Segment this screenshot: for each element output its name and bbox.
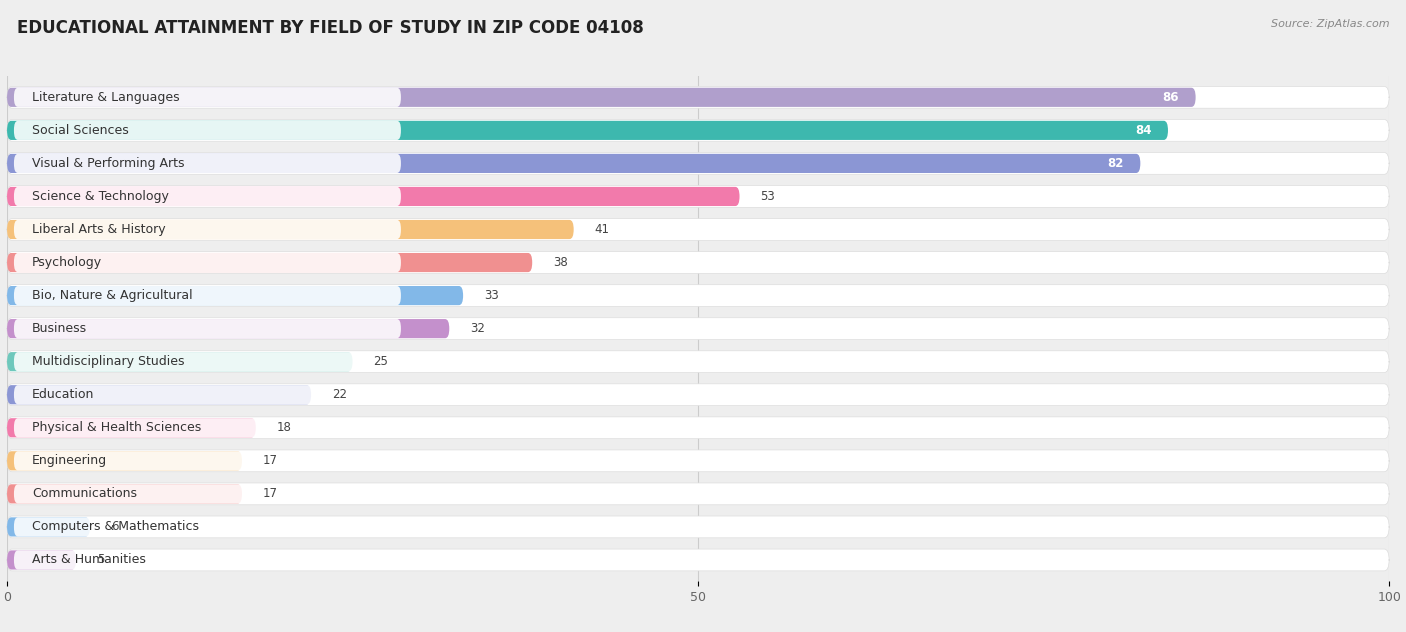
FancyBboxPatch shape	[7, 385, 311, 404]
FancyBboxPatch shape	[7, 518, 90, 537]
Text: Physical & Health Sciences: Physical & Health Sciences	[32, 422, 201, 434]
Text: 25: 25	[373, 355, 388, 368]
Text: 41: 41	[595, 223, 609, 236]
FancyBboxPatch shape	[7, 121, 1168, 140]
Text: Literature & Languages: Literature & Languages	[32, 91, 180, 104]
FancyBboxPatch shape	[7, 186, 1389, 207]
FancyBboxPatch shape	[7, 253, 533, 272]
FancyBboxPatch shape	[7, 484, 242, 504]
FancyBboxPatch shape	[14, 319, 401, 338]
FancyBboxPatch shape	[7, 351, 1389, 373]
FancyBboxPatch shape	[14, 286, 401, 305]
Text: 17: 17	[263, 487, 278, 501]
FancyBboxPatch shape	[14, 253, 401, 272]
FancyBboxPatch shape	[14, 385, 401, 404]
FancyBboxPatch shape	[7, 119, 1389, 142]
FancyBboxPatch shape	[7, 516, 1389, 538]
Text: 84: 84	[1135, 124, 1152, 137]
FancyBboxPatch shape	[14, 121, 401, 140]
Text: 6: 6	[111, 520, 118, 533]
Text: Social Sciences: Social Sciences	[32, 124, 129, 137]
Text: Communications: Communications	[32, 487, 136, 501]
Text: 82: 82	[1108, 157, 1123, 170]
FancyBboxPatch shape	[7, 152, 1389, 174]
FancyBboxPatch shape	[14, 518, 401, 537]
FancyBboxPatch shape	[7, 219, 1389, 240]
FancyBboxPatch shape	[7, 483, 1389, 505]
Text: Business: Business	[32, 322, 87, 335]
FancyBboxPatch shape	[7, 549, 1389, 571]
FancyBboxPatch shape	[7, 319, 450, 338]
Text: Liberal Arts & History: Liberal Arts & History	[32, 223, 166, 236]
Text: EDUCATIONAL ATTAINMENT BY FIELD OF STUDY IN ZIP CODE 04108: EDUCATIONAL ATTAINMENT BY FIELD OF STUDY…	[17, 19, 644, 37]
Text: Engineering: Engineering	[32, 454, 107, 467]
Text: 5: 5	[97, 554, 104, 566]
FancyBboxPatch shape	[7, 451, 242, 470]
FancyBboxPatch shape	[7, 384, 1389, 406]
Text: Arts & Humanities: Arts & Humanities	[32, 554, 146, 566]
FancyBboxPatch shape	[14, 484, 401, 504]
Text: 32: 32	[470, 322, 485, 335]
FancyBboxPatch shape	[14, 352, 401, 371]
Text: Computers & Mathematics: Computers & Mathematics	[32, 520, 198, 533]
FancyBboxPatch shape	[14, 220, 401, 239]
Text: Source: ZipAtlas.com: Source: ZipAtlas.com	[1271, 19, 1389, 29]
Text: 53: 53	[761, 190, 775, 203]
FancyBboxPatch shape	[7, 286, 463, 305]
FancyBboxPatch shape	[7, 87, 1389, 108]
FancyBboxPatch shape	[7, 352, 353, 371]
Text: 38: 38	[553, 256, 568, 269]
Text: 33: 33	[484, 289, 499, 302]
FancyBboxPatch shape	[14, 418, 401, 437]
FancyBboxPatch shape	[7, 88, 1195, 107]
Text: Visual & Performing Arts: Visual & Performing Arts	[32, 157, 184, 170]
FancyBboxPatch shape	[14, 154, 401, 173]
FancyBboxPatch shape	[7, 550, 76, 569]
FancyBboxPatch shape	[7, 154, 1140, 173]
FancyBboxPatch shape	[7, 252, 1389, 274]
FancyBboxPatch shape	[7, 318, 1389, 339]
Text: Multidisciplinary Studies: Multidisciplinary Studies	[32, 355, 184, 368]
Text: 86: 86	[1163, 91, 1180, 104]
FancyBboxPatch shape	[14, 187, 401, 206]
FancyBboxPatch shape	[14, 451, 401, 470]
Text: Education: Education	[32, 388, 94, 401]
FancyBboxPatch shape	[7, 417, 1389, 439]
FancyBboxPatch shape	[14, 550, 401, 569]
Text: 22: 22	[332, 388, 347, 401]
Text: 17: 17	[263, 454, 278, 467]
Text: 18: 18	[277, 422, 291, 434]
FancyBboxPatch shape	[7, 220, 574, 239]
Text: Bio, Nature & Agricultural: Bio, Nature & Agricultural	[32, 289, 193, 302]
FancyBboxPatch shape	[7, 284, 1389, 307]
FancyBboxPatch shape	[7, 418, 256, 437]
FancyBboxPatch shape	[7, 187, 740, 206]
FancyBboxPatch shape	[14, 88, 401, 107]
FancyBboxPatch shape	[7, 450, 1389, 471]
Text: Science & Technology: Science & Technology	[32, 190, 169, 203]
Text: Psychology: Psychology	[32, 256, 103, 269]
